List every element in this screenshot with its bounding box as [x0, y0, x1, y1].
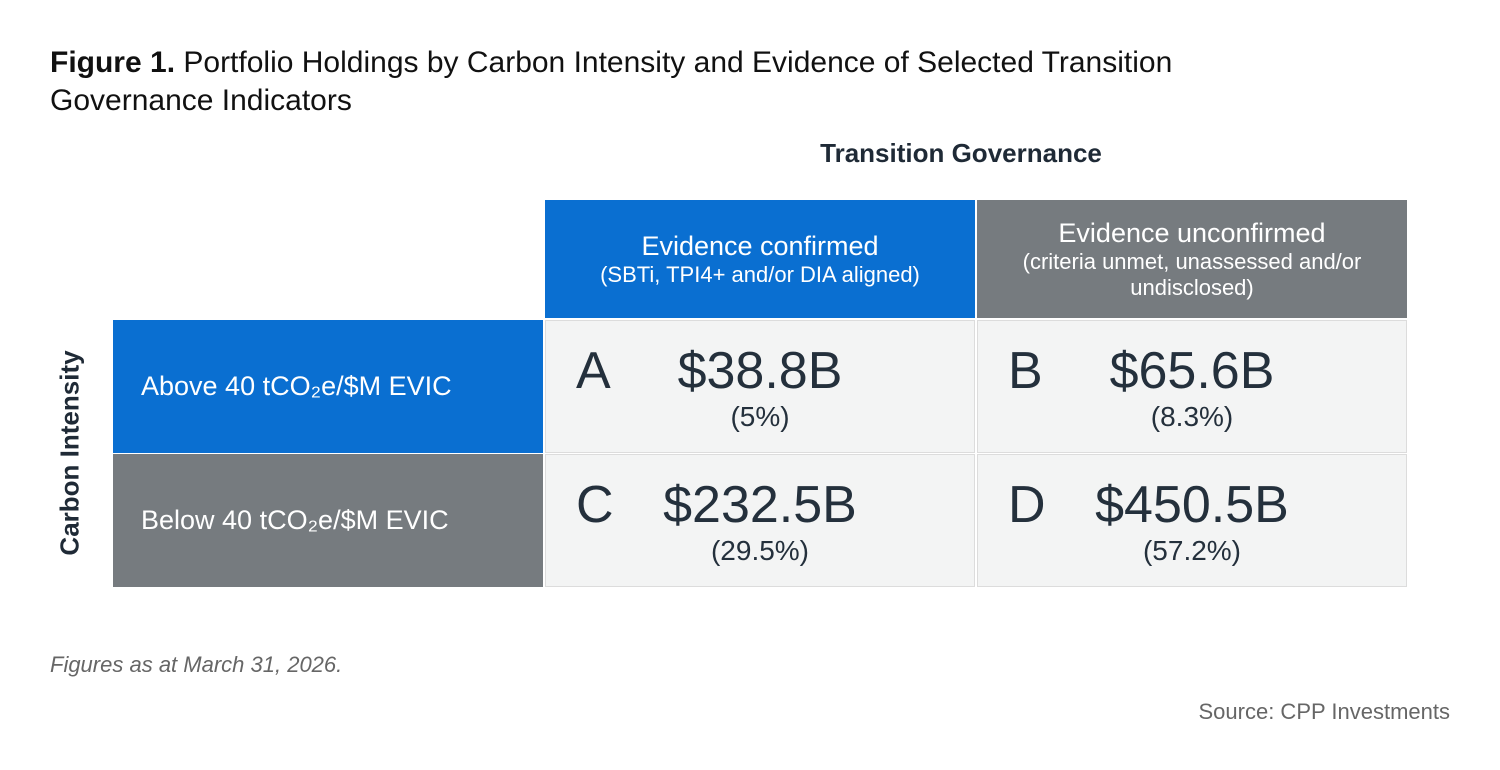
cell-share: (8.3%)	[1150, 401, 1234, 432]
figure-title: Figure 1. Portfolio Holdings by Carbon I…	[50, 44, 1290, 120]
cell-share: (5%)	[730, 401, 790, 432]
cell-amount: $38.8B	[677, 342, 843, 400]
cell-letter: B	[1008, 342, 1043, 400]
cell-share: (29.5%)	[710, 535, 810, 566]
source: Source: CPP Investments	[1198, 699, 1451, 724]
row-label: Above 40 tCO₂e/$M EVIC	[113, 320, 543, 453]
cell: D $450.5B (57.2%)	[977, 454, 1407, 587]
footnote: Figures as at March 31, 2026.	[50, 652, 343, 677]
cell-letter: A	[576, 342, 611, 400]
row-label: Below 40 tCO₂e/$M EVIC	[113, 454, 543, 587]
cell: A $38.8B (5%)	[545, 320, 975, 453]
cell: C $232.5B (29.5%)	[545, 454, 975, 587]
cell-letter: D	[1008, 476, 1046, 534]
cell: B $65.6B (8.3%)	[977, 320, 1407, 453]
column-title: Evidence confirmed	[641, 231, 879, 261]
row-group-label: Carbon Intensity	[54, 350, 85, 556]
cell-amount: $65.6B	[1109, 342, 1275, 400]
column-title: Evidence unconfirmed	[1058, 218, 1326, 248]
column-subtitle: (criteria unmet, unassessed and/or undis…	[1022, 249, 1362, 300]
column-subtitle: (SBTi, TPI4+ and/or DIA aligned)	[600, 262, 920, 287]
column-header: Evidence unconfirmed (criteria unmet, un…	[977, 200, 1407, 318]
figure-label: Figure 1.	[50, 46, 176, 79]
cell-amount: $232.5B	[663, 476, 857, 534]
column-header: Evidence confirmed (SBTi, TPI4+ and/or D…	[545, 200, 975, 318]
cell-share: (57.2%)	[1142, 535, 1242, 566]
cell-amount: $450.5B	[1095, 476, 1289, 534]
column-group-label: Transition Governance	[820, 138, 1102, 168]
cell-letter: C	[576, 476, 614, 534]
figure-heading: Portfolio Holdings by Carbon Intensity a…	[50, 46, 1173, 117]
